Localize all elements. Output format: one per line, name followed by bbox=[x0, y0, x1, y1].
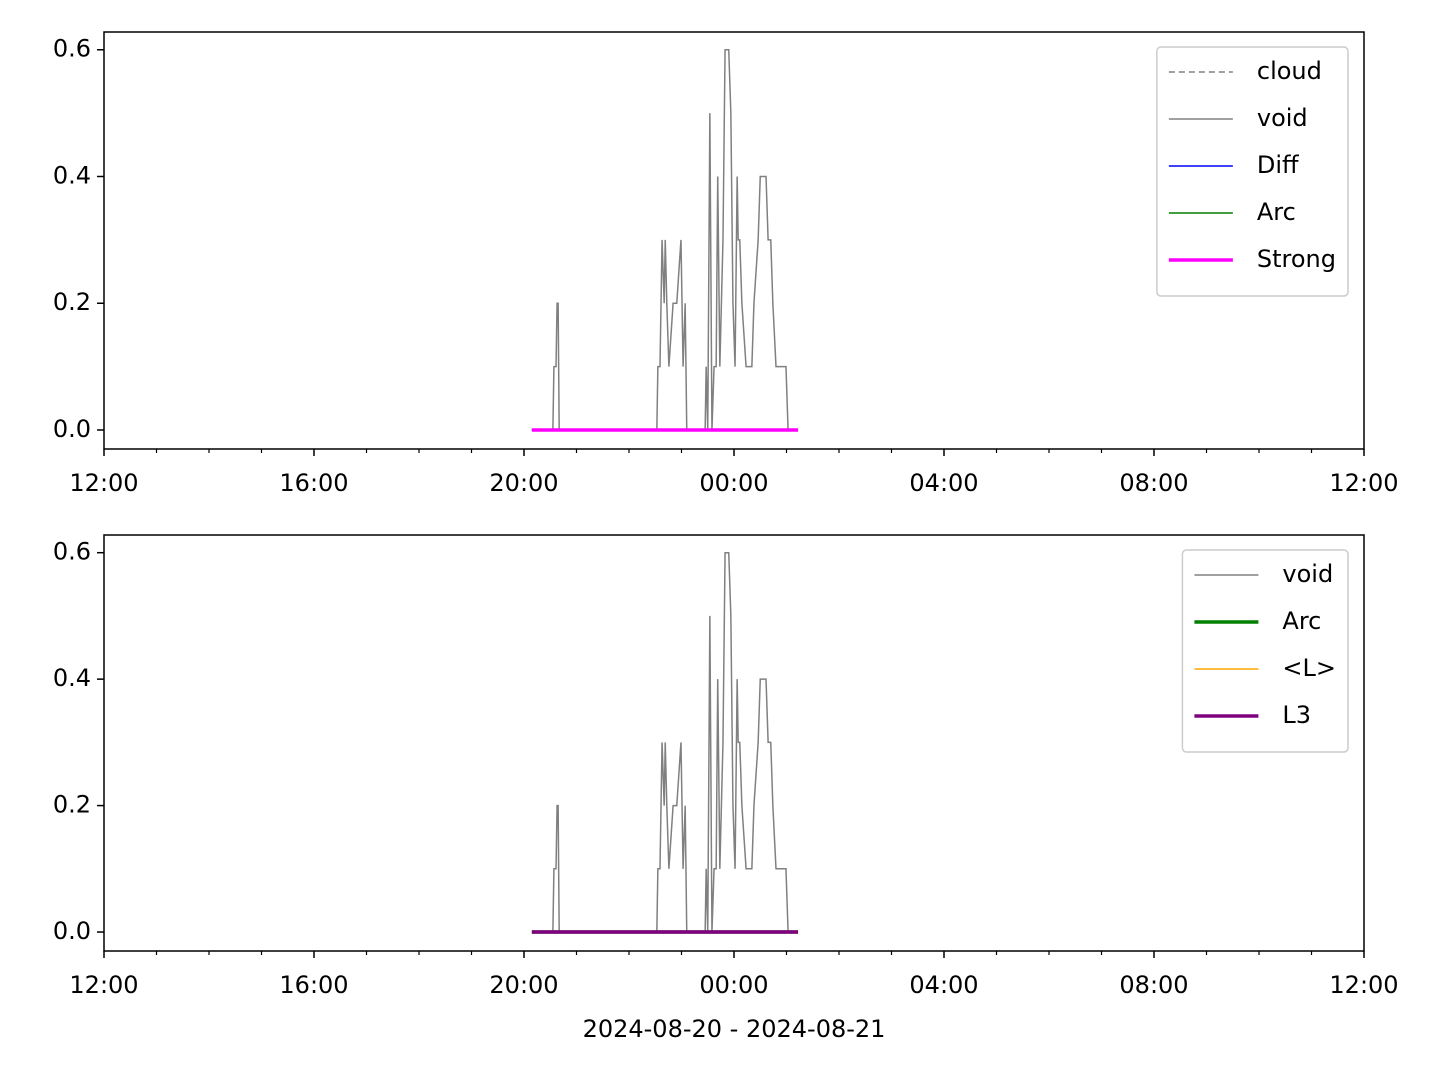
legend-box bbox=[1181, 549, 1349, 753]
legend-label: Arc bbox=[1282, 607, 1321, 635]
y-tick-label: 0.4 bbox=[53, 161, 91, 189]
legend-label: <L> bbox=[1282, 654, 1336, 682]
subplot: 0.0 0.2 0.4 0.6 12:00 16:00 20:00 00:00 04:00 08:… bbox=[53, 31, 1399, 497]
legend-label: Diff bbox=[1257, 151, 1299, 179]
x-tick-label: 16:00 bbox=[279, 971, 348, 999]
y-tick-label: 0.6 bbox=[53, 35, 91, 63]
legend-label: void bbox=[1257, 104, 1308, 132]
x-axis-label: 2024-08-20 - 2024-08-21 bbox=[583, 1015, 886, 1043]
series-line bbox=[531, 48, 799, 431]
legend-box bbox=[1156, 46, 1349, 297]
y-tick-label: 0.0 bbox=[53, 917, 91, 945]
legend: void Arc <L> L3 bbox=[1181, 549, 1349, 753]
axes-frame bbox=[103, 31, 1365, 450]
x-tick-label: 12:00 bbox=[69, 469, 138, 497]
x-tick-label: 00:00 bbox=[699, 469, 768, 497]
x-tick-label: 20:00 bbox=[489, 971, 558, 999]
series-line bbox=[531, 551, 799, 933]
legend-label: L3 bbox=[1282, 701, 1311, 729]
y-tick-label: 0.0 bbox=[53, 415, 91, 443]
legend-label: cloud bbox=[1257, 57, 1322, 85]
x-tick-label: 08:00 bbox=[1119, 971, 1188, 999]
x-tick-label: 00:00 bbox=[699, 971, 768, 999]
legend: cloud void Diff Arc Strong bbox=[1156, 46, 1349, 297]
x-tick-label: 12:00 bbox=[1329, 971, 1398, 999]
x-tick-label: 20:00 bbox=[489, 469, 558, 497]
x-tick-label: 08:00 bbox=[1119, 469, 1188, 497]
subplot: 0.0 0.2 0.4 0.6 12:00 16:00 20:00 00:00 04:00 08:… bbox=[53, 534, 1399, 1043]
x-tick-label: 04:00 bbox=[909, 971, 978, 999]
y-tick-label: 0.4 bbox=[53, 664, 91, 692]
y-tick-label: 0.6 bbox=[53, 538, 91, 566]
axes-frame bbox=[103, 534, 1365, 952]
legend-label: Strong bbox=[1257, 245, 1336, 273]
x-tick-label: 16:00 bbox=[279, 469, 348, 497]
x-tick-label: 04:00 bbox=[909, 469, 978, 497]
legend-label: void bbox=[1282, 560, 1333, 588]
y-tick-label: 0.2 bbox=[53, 288, 91, 316]
x-tick-label: 12:00 bbox=[1329, 469, 1398, 497]
legend-label: Arc bbox=[1257, 198, 1296, 226]
x-tick-label: 12:00 bbox=[69, 971, 138, 999]
y-tick-label: 0.2 bbox=[53, 791, 91, 819]
